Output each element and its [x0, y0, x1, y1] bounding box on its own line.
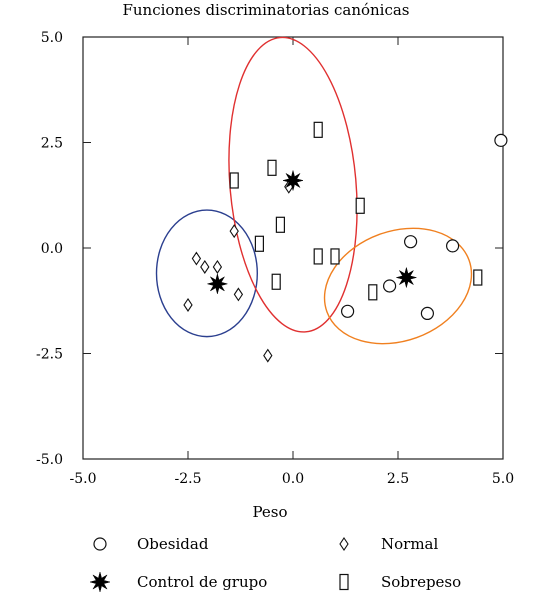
point-control-de-grupo [395, 266, 418, 289]
legend-marker-normal [339, 537, 349, 551]
point-normal [263, 348, 273, 363]
y-tick-label: 5.0 [41, 30, 63, 46]
point-normal [212, 259, 223, 274]
legend-label-normal: Normal [381, 535, 438, 553]
point-sobrepeso [229, 172, 239, 189]
point-obesidad [494, 133, 508, 147]
point-sobrepeso [355, 197, 365, 214]
point-obesidad [383, 279, 397, 293]
legend-label-control-de-grupo: Control de grupo [137, 573, 267, 591]
point-obesidad [341, 304, 355, 318]
legend-marker-control-de-grupo [89, 571, 111, 593]
data-points [183, 121, 508, 363]
point-sobrepeso [275, 216, 285, 233]
x-axis-label: Peso [252, 503, 287, 521]
point-normal [183, 297, 193, 312]
legend-label-sobrepeso: Sobrepeso [381, 573, 461, 591]
point-sobrepeso [473, 269, 483, 286]
point-sobrepeso [267, 159, 277, 176]
point-control-de-grupo [282, 169, 304, 192]
ellipse-obesidad [323, 227, 473, 345]
y-tick-label: 0.0 [41, 241, 63, 257]
y-tick-label: 2.5 [41, 136, 63, 152]
point-normal [229, 224, 239, 239]
legend-label-obesidad: Obesidad [137, 535, 209, 553]
point-normal [200, 259, 210, 274]
ellipse-normal [155, 209, 259, 338]
axis-ticks: -5.0 -2.5 0.0 2.5 5.0 5.0 2.5 0.0 -2.5 -5.0 [36, 30, 514, 487]
point-normal [233, 287, 244, 302]
group-ellipses [155, 36, 473, 345]
chart-legend: Obesidad Normal Control de grupo Sobrepeso [89, 535, 461, 593]
ellipse-sobrepeso [228, 36, 358, 333]
point-normal [191, 251, 202, 266]
y-tick-label: -5.0 [36, 452, 63, 468]
point-sobrepeso [330, 248, 340, 265]
x-tick-label: 5.0 [492, 471, 514, 487]
point-control-de-grupo [206, 272, 229, 295]
plot-frame [82, 36, 504, 460]
x-tick-label: -5.0 [70, 471, 97, 487]
legend-marker-sobrepeso [339, 573, 349, 591]
legend-marker-obesidad [93, 537, 107, 551]
point-obesidad [420, 306, 434, 321]
x-tick-label: -2.5 [175, 471, 202, 487]
point-obesidad [404, 235, 418, 249]
point-obesidad [446, 239, 460, 253]
point-sobrepeso [271, 273, 281, 290]
y-tick-label: -2.5 [36, 347, 63, 363]
x-tick-label: 0.0 [282, 471, 304, 487]
point-sobrepeso [254, 235, 264, 252]
chart-title: Funciones discriminatorias canónicas [122, 1, 409, 19]
point-sobrepeso [313, 121, 323, 138]
point-sobrepeso [313, 248, 323, 265]
x-tick-label: 2.5 [387, 471, 409, 487]
point-sobrepeso [368, 284, 378, 301]
